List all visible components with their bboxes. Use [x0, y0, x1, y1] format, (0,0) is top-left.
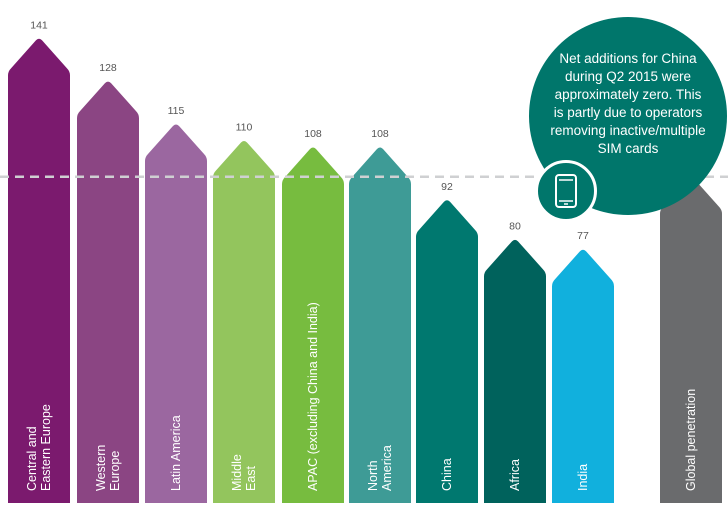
category-label-line: East — [244, 465, 258, 491]
bar — [8, 38, 70, 503]
category-label: China — [440, 458, 454, 491]
bar — [552, 249, 614, 503]
bar — [484, 239, 546, 503]
value-label: 77 — [577, 230, 589, 242]
category-label-line: Western — [94, 445, 108, 491]
category-label-line: Latin America — [169, 415, 183, 491]
category-label: NorthAmerica — [366, 445, 394, 491]
mobile-phone-icon — [535, 160, 597, 222]
category-label: APAC (excluding China and India) — [306, 302, 320, 491]
bar — [660, 177, 722, 504]
category-label-line: Central and — [25, 426, 39, 491]
value-label: 92 — [441, 181, 453, 193]
callout-text: Net additions for China during Q2 2015 w… — [550, 51, 706, 156]
category-label-line: America — [380, 445, 394, 491]
category-label-line: APAC (excluding China and India) — [306, 302, 320, 491]
category-label-line: Middle — [230, 454, 244, 491]
category-label-line: Africa — [508, 459, 522, 491]
category-label: Central andEastern Europe — [25, 404, 53, 491]
value-label: 80 — [509, 220, 521, 232]
value-label: 115 — [168, 105, 185, 117]
bar — [282, 147, 344, 504]
bar — [416, 200, 478, 503]
category-label: Africa — [508, 459, 522, 491]
category-label: Latin America — [169, 415, 183, 491]
value-label: 141 — [30, 19, 48, 31]
bars-group — [8, 38, 722, 504]
value-label: 108 — [304, 128, 322, 140]
value-label: 110 — [236, 121, 253, 133]
bar — [77, 81, 139, 503]
bar — [145, 124, 207, 504]
category-label: Global penetration — [684, 389, 698, 491]
category-label-line: India — [576, 464, 590, 491]
bar — [213, 140, 275, 503]
category-label-line: Eastern Europe — [39, 404, 53, 491]
category-label-line: North — [366, 460, 380, 491]
bar — [349, 147, 411, 504]
value-label: 108 — [371, 128, 389, 140]
value-label: 128 — [99, 62, 117, 74]
category-label-line: Europe — [108, 451, 122, 491]
callout-bubble: Net additions for China during Q2 2015 w… — [529, 17, 727, 215]
category-label-line: China — [440, 458, 454, 491]
category-label: India — [576, 464, 590, 491]
category-label-line: Global penetration — [684, 389, 698, 491]
category-label: MiddleEast — [230, 454, 258, 491]
category-label: WesternEurope — [94, 445, 122, 491]
